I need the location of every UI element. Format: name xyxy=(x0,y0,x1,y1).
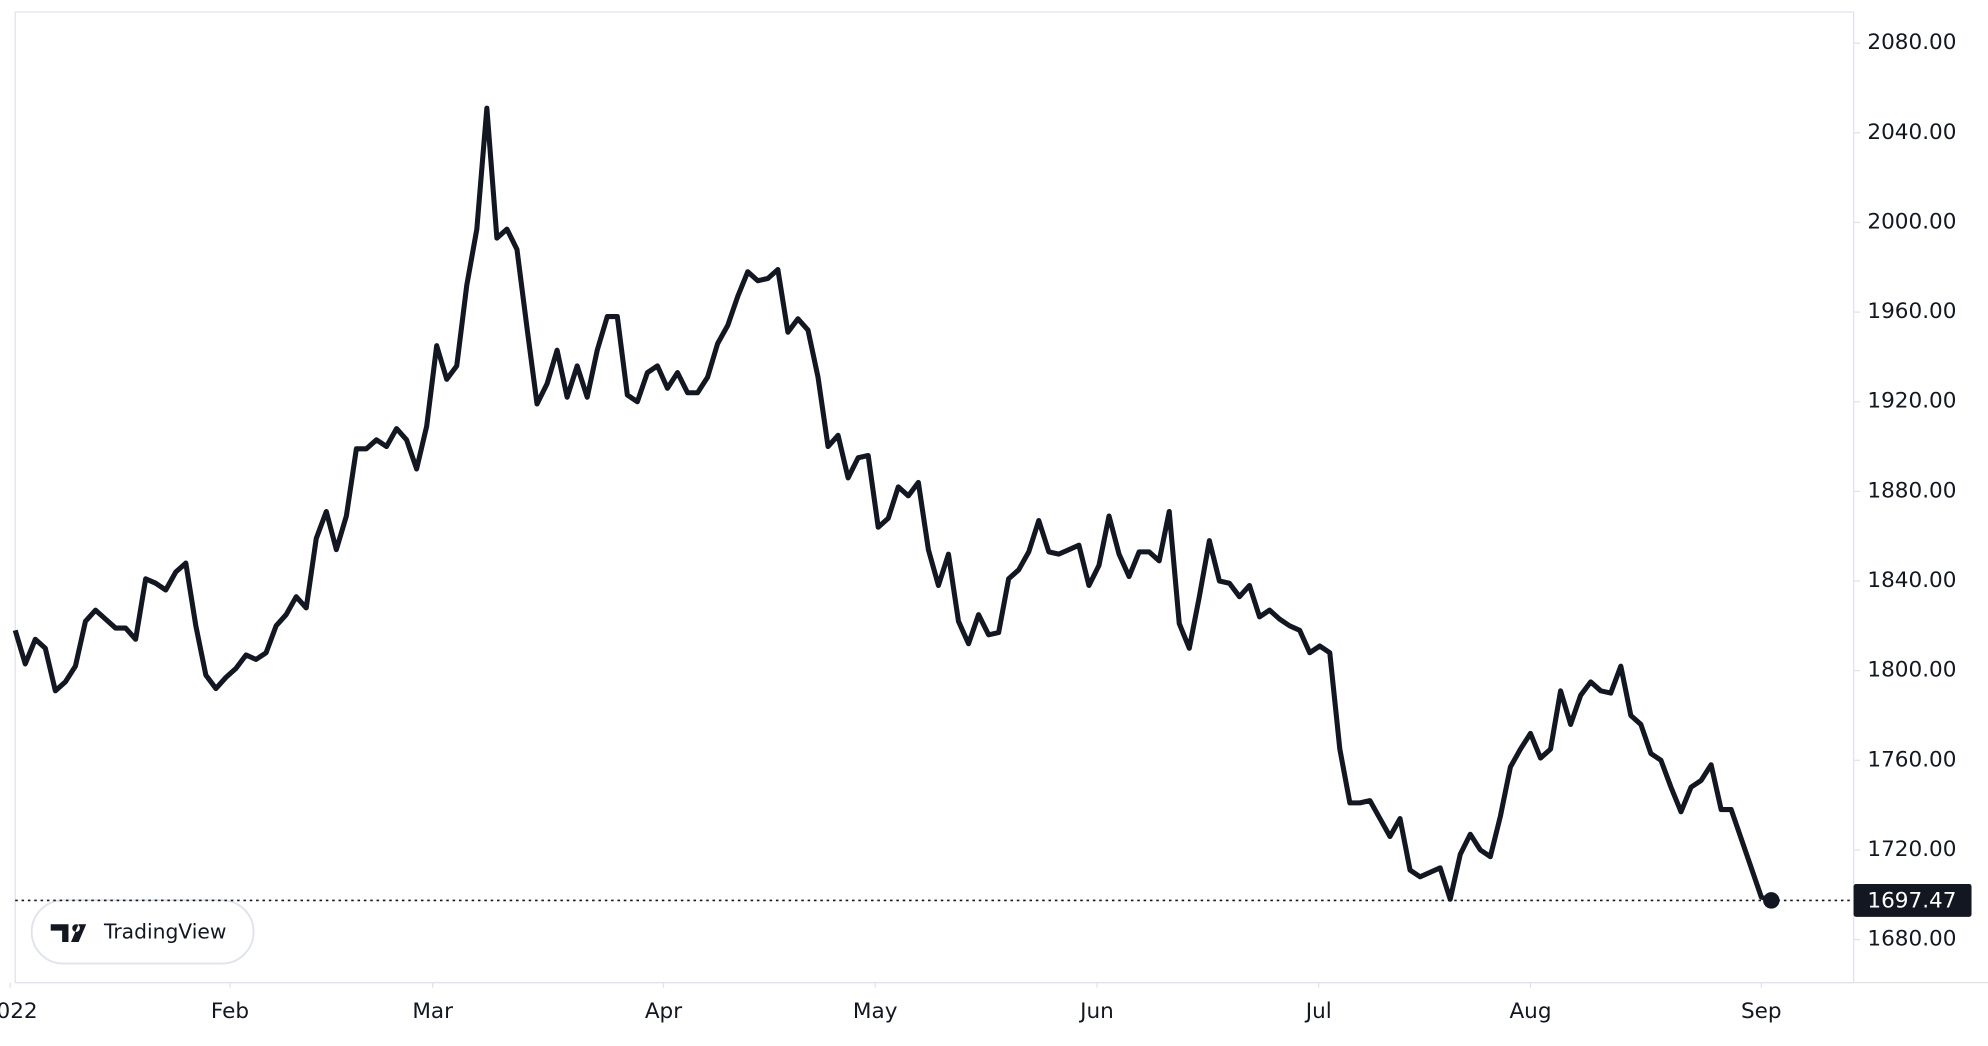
y-tick-label: 1760.00 xyxy=(1867,747,1956,772)
y-tick-label: 1680.00 xyxy=(1867,927,1956,952)
last-price-label: 1697.47 xyxy=(1867,889,1956,914)
last-price-tag xyxy=(1853,883,1972,917)
x-tick-label: Aug xyxy=(1509,999,1551,1024)
x-tick-label: 2022 xyxy=(0,999,38,1024)
x-tick-label: May xyxy=(853,999,898,1024)
x-tick-label: Mar xyxy=(412,999,453,1024)
watermark-logo xyxy=(50,924,87,943)
x-tick-label: Jul xyxy=(1304,999,1332,1024)
y-tick-label: 1960.00 xyxy=(1867,299,1956,324)
x-tick-label: Feb xyxy=(211,999,249,1024)
y-tick-label: 1840.00 xyxy=(1867,568,1956,593)
x-tick-label: Jun xyxy=(1078,999,1114,1024)
x-tick-label: Apr xyxy=(645,999,682,1024)
y-tick-label: 2040.00 xyxy=(1867,120,1956,145)
y-tick-label: 1920.00 xyxy=(1867,389,1956,414)
x-tick-label: Sep xyxy=(1741,999,1782,1024)
y-tick-label: 1880.00 xyxy=(1867,478,1956,503)
y-tick-label: 2080.00 xyxy=(1867,30,1956,55)
y-tick-label: 2000.00 xyxy=(1867,209,1956,234)
watermark: TradingView xyxy=(30,899,255,965)
last-price-dot xyxy=(1763,892,1780,909)
watermark-text: TradingView xyxy=(103,920,226,944)
y-tick-label: 1720.00 xyxy=(1867,837,1956,862)
y-tick-label: 1800.00 xyxy=(1867,658,1956,683)
price-line xyxy=(12,105,1773,903)
plot-frame xyxy=(14,11,1855,984)
